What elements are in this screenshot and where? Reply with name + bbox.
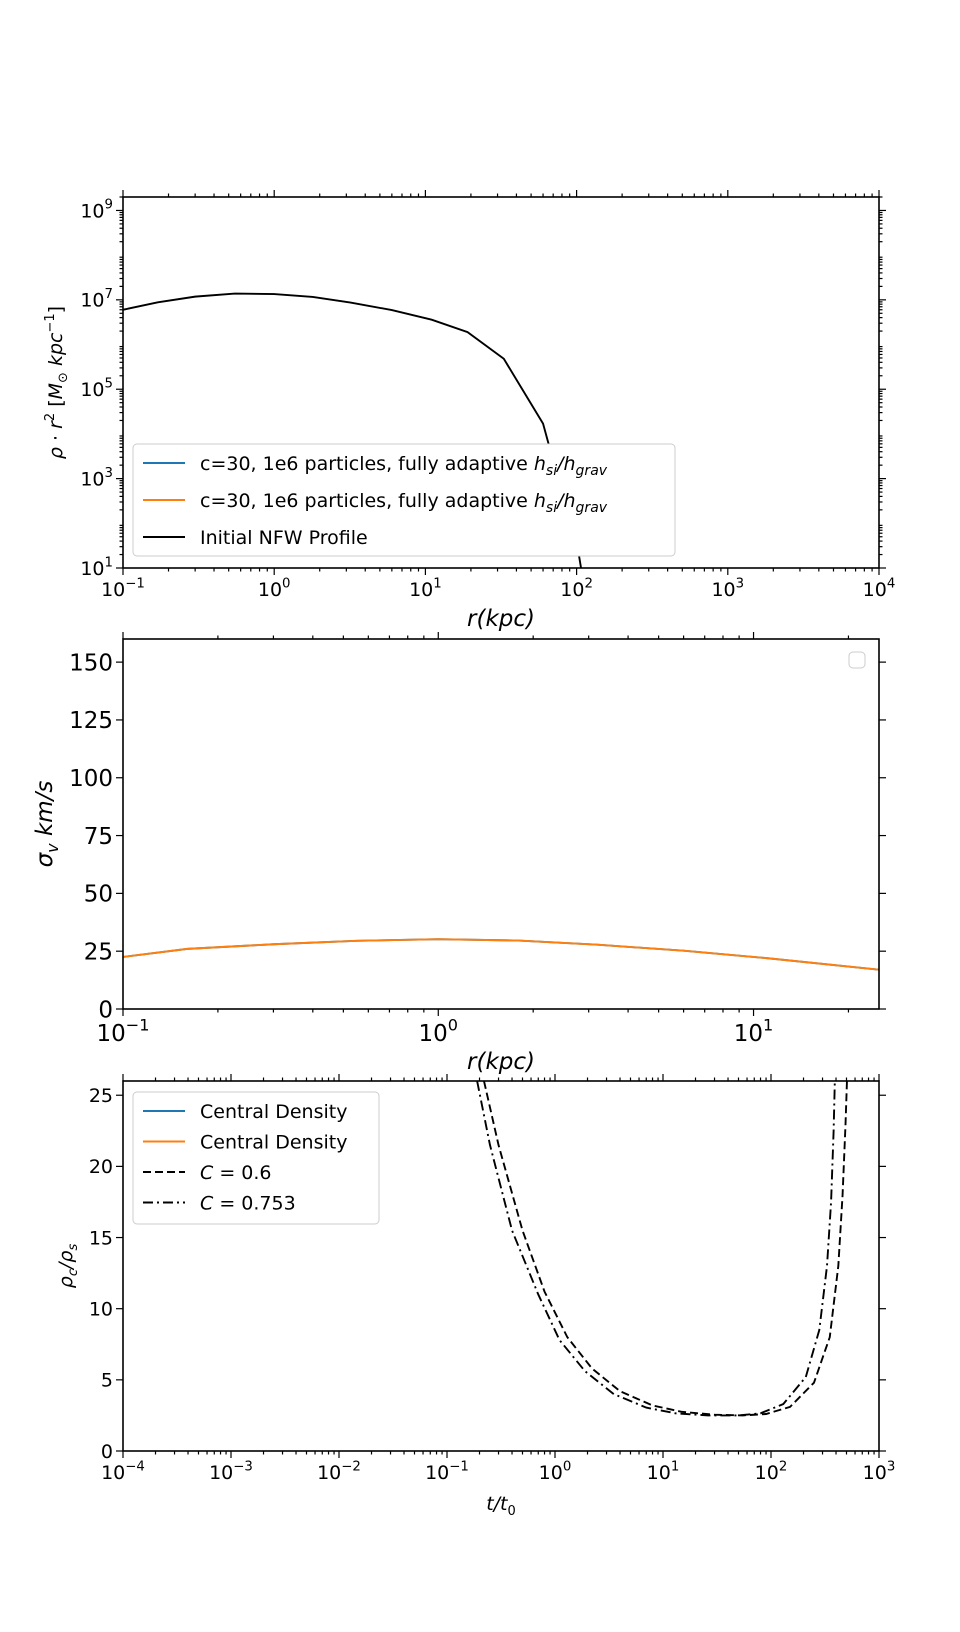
legend-label: C = 0.753 [200, 1193, 296, 1215]
y-tick-label: 105 [80, 377, 113, 402]
y-tick-label: 10 [89, 1299, 113, 1321]
x-tick-label: 100 [539, 1459, 572, 1484]
y-tick-label: 25 [84, 939, 113, 965]
x-tick-label: 10−1 [101, 576, 145, 601]
y-tick-label: 125 [69, 708, 113, 734]
series-line-series-1 [123, 938, 879, 971]
x-tick-label: 100 [419, 1016, 459, 1047]
x-tick-label: 10−1 [425, 1459, 469, 1484]
y-tick-label: 50 [84, 882, 113, 908]
x-tick-label: 10−3 [209, 1459, 253, 1484]
x-tick-label: 103 [711, 576, 744, 601]
y-tick-label: 103 [80, 466, 113, 491]
legend-box [132, 443, 676, 557]
y-tick-label: 75 [84, 824, 113, 850]
legend-box [848, 651, 866, 669]
panel-velocity-dispersion: 10−1 100 101 0 25 50 75 100 125 150 r(kpc) σv km/s [32, 632, 886, 1075]
x-tick-label: 102 [560, 576, 593, 601]
y-axis-label: ρ · r2 [M⊙ kpc−1] [43, 306, 71, 459]
series-line-c-0-753 [476, 1081, 836, 1417]
legend-label: Initial NFW Profile [200, 527, 368, 549]
x-tick-label: 10−1 [96, 1016, 149, 1047]
y-tick-label: 107 [80, 287, 113, 312]
y-tick-label: 0 [98, 997, 113, 1023]
x-axis-label: r(kpc) [467, 606, 535, 632]
legend-label: c=30, 1e6 particles, fully adaptive hsi/… [200, 490, 608, 516]
x-tick-label: 10−4 [101, 1459, 145, 1484]
axes-frame [122, 196, 880, 569]
x-tick-label: 101 [647, 1459, 680, 1484]
legend-label: Central Density [200, 1101, 347, 1123]
legend-label: C = 0.6 [200, 1162, 272, 1184]
y-tick-label: 101 [80, 555, 113, 580]
y-axis-label: σv km/s [32, 781, 62, 868]
x-tick-label: 104 [863, 576, 896, 601]
legend-box [132, 1091, 380, 1225]
y-tick-label: 20 [89, 1156, 113, 1178]
y-tick-label: 15 [89, 1227, 113, 1249]
y-tick-label: 150 [69, 650, 113, 676]
panel-density-profile: 10−1 100 101 102 103 104 101 103 105 107 109 r(kpc)… [43, 190, 895, 632]
x-axis-label: t/t0 [486, 1493, 516, 1519]
legend-label: c=30, 1e6 particles, fully adaptive hsi/… [200, 453, 608, 479]
axes-frame [122, 638, 880, 1010]
panel-central-density: 10−4 10−3 10−2 10−1 100 101 102 103 0 5 10 15 20 25 t/… [55, 1074, 895, 1519]
x-tick-label: 101 [409, 576, 442, 601]
series-line-c-0-6 [483, 1081, 848, 1417]
x-tick-label: 102 [755, 1459, 788, 1484]
x-tick-label: 103 [863, 1459, 896, 1484]
legend-label: Central Density [200, 1132, 347, 1154]
y-tick-label: 25 [89, 1085, 113, 1107]
y-tick-label: 0 [101, 1441, 113, 1463]
series-line-series-0 [123, 938, 879, 971]
x-tick-label: 100 [258, 576, 291, 601]
axes-frame [122, 1080, 880, 1452]
x-tick-label: 101 [734, 1016, 774, 1047]
y-axis-label: ρc/ρs [55, 1244, 81, 1289]
x-axis-label: r(kpc) [467, 1049, 535, 1075]
x-tick-label: 10−2 [317, 1459, 361, 1484]
y-tick-label: 109 [80, 198, 113, 223]
y-tick-label: 100 [69, 766, 113, 792]
y-tick-label: 5 [101, 1370, 113, 1392]
